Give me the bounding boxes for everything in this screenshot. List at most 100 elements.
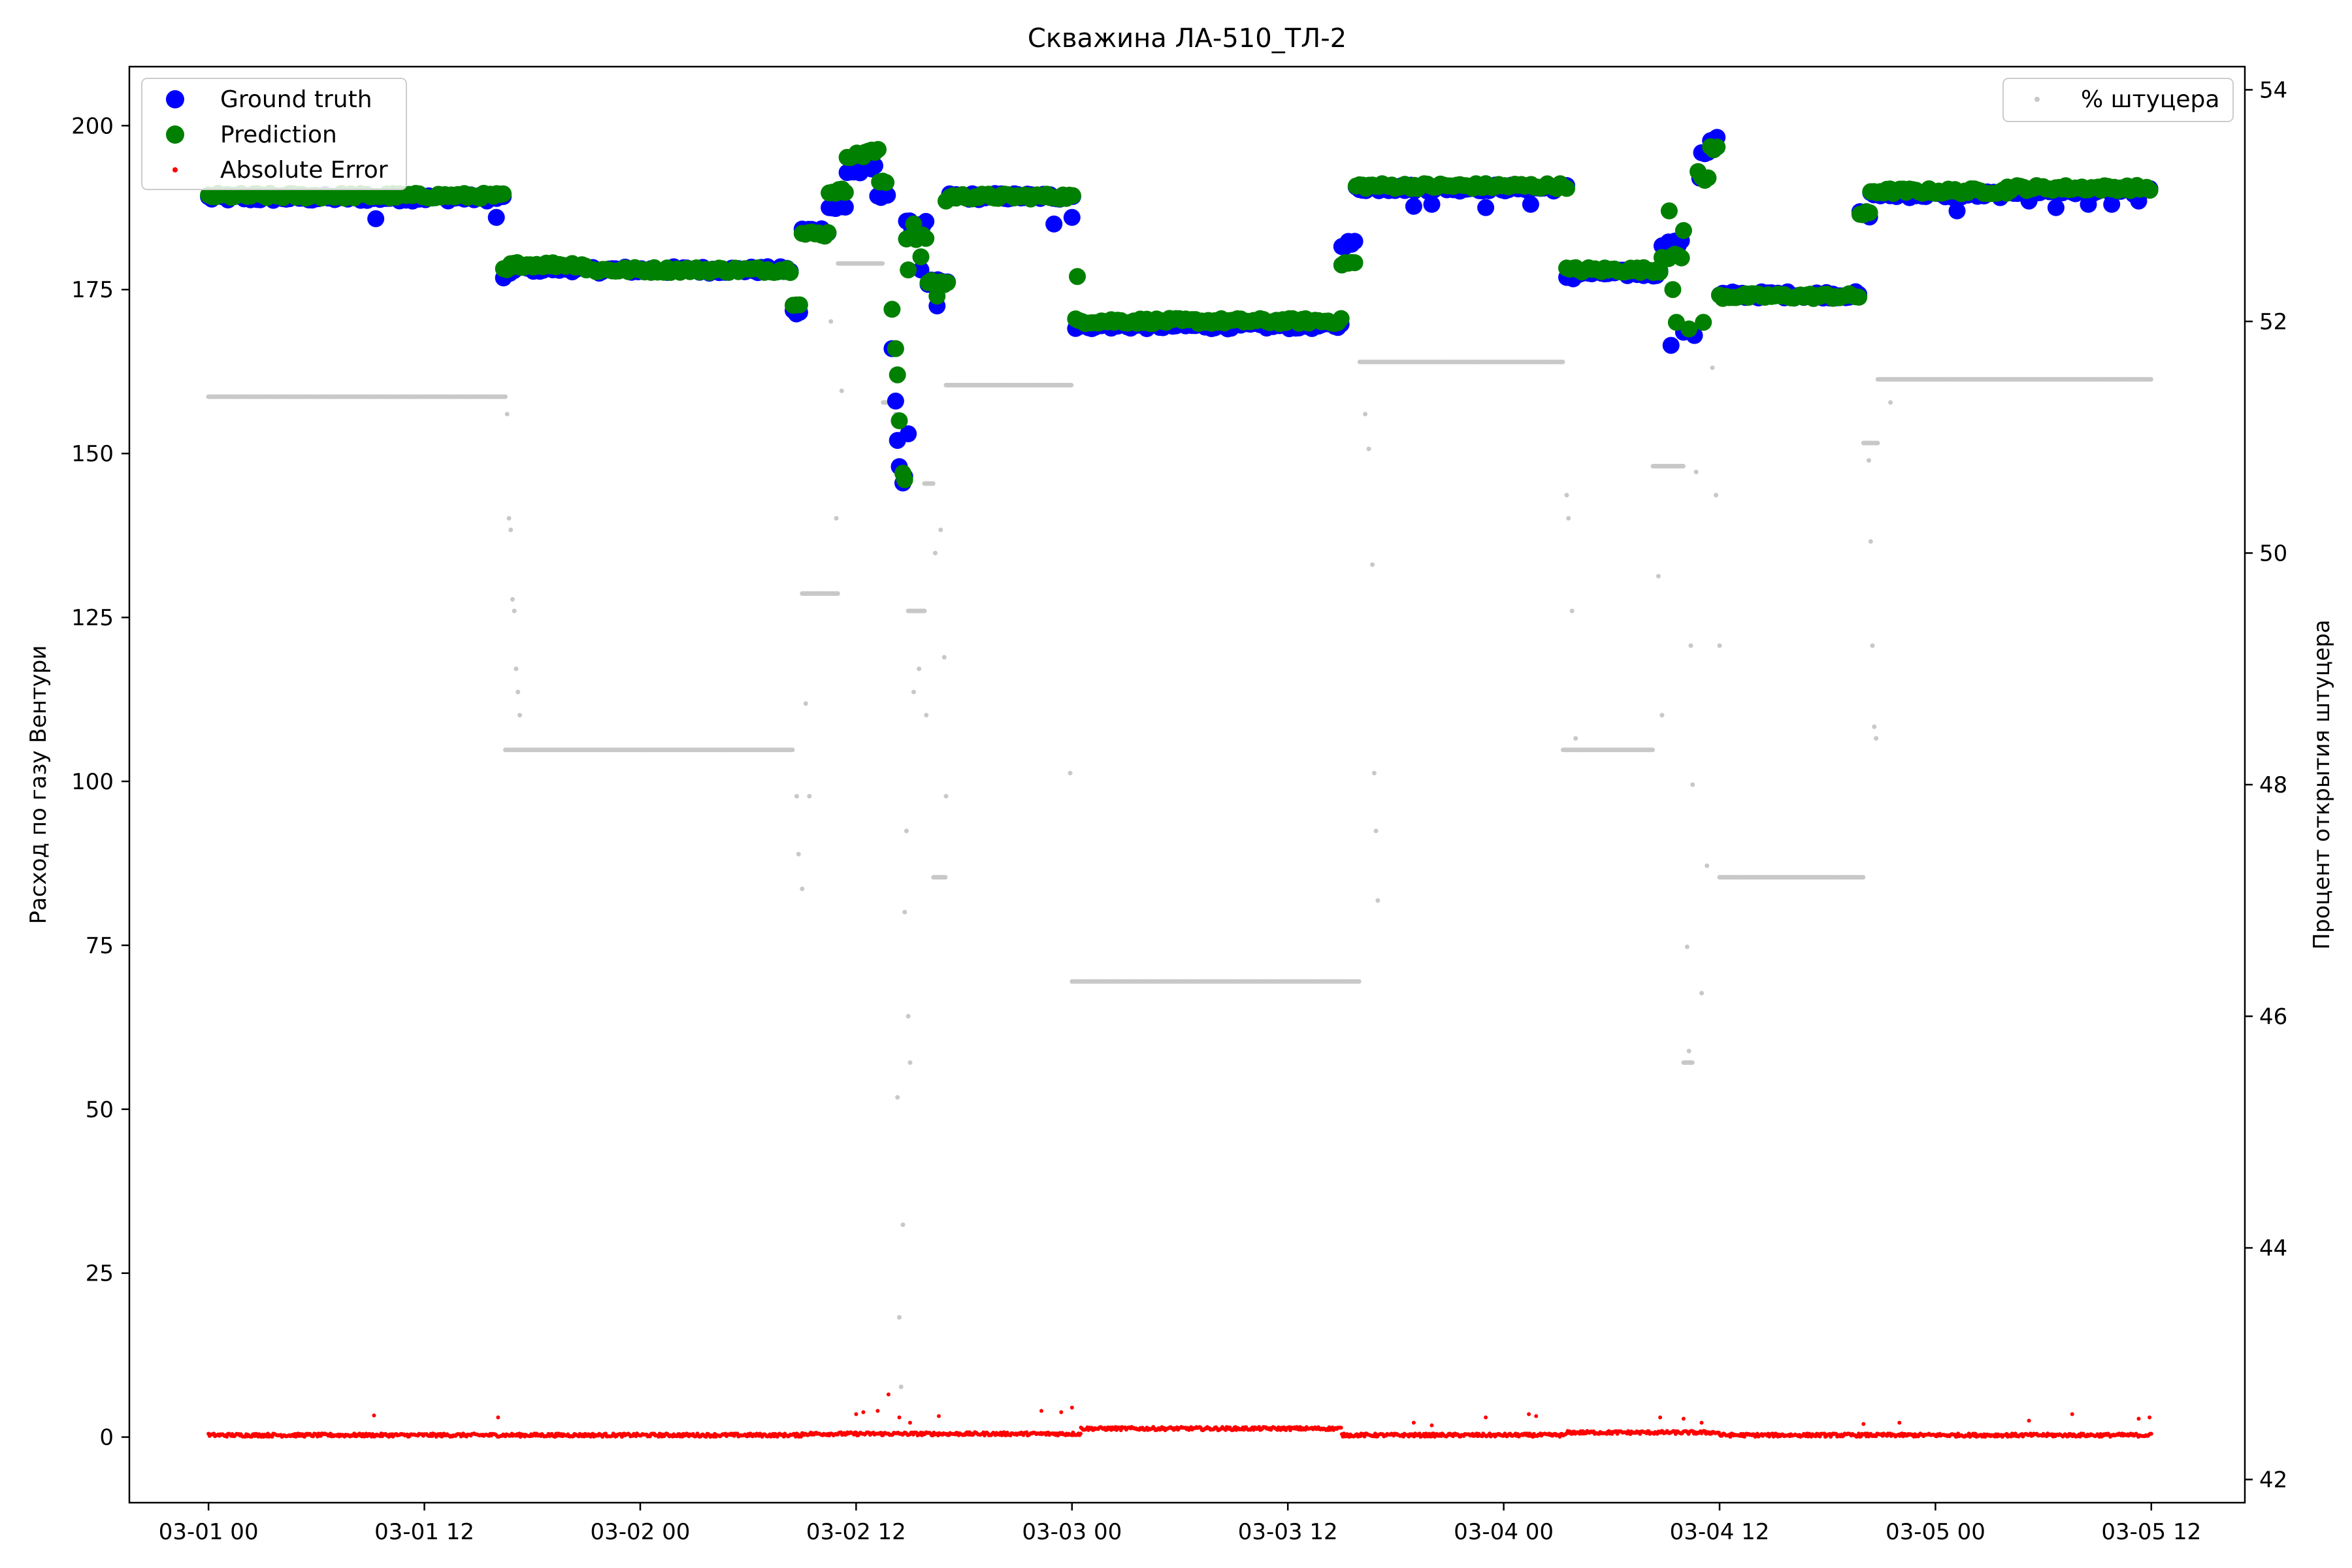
choke-marker <box>907 1060 913 1065</box>
choke-marker <box>1564 493 1569 498</box>
y-tick-label: 75 <box>86 933 114 959</box>
choke-marker <box>1888 400 1893 405</box>
prediction-marker <box>1558 180 1575 197</box>
abs-error-marker <box>1059 1410 1064 1414</box>
choke-marker <box>807 794 812 799</box>
prediction-marker <box>1708 139 1726 156</box>
prediction-marker <box>883 301 901 318</box>
series-prediction <box>200 138 2159 489</box>
prediction-marker <box>819 224 837 241</box>
choke-marker <box>1688 643 1693 648</box>
legend-left: Ground truth Prediction Absolute Error <box>141 78 407 190</box>
choke-marker <box>790 747 795 753</box>
abs-error-marker <box>937 1414 941 1418</box>
prediction-marker <box>836 184 854 201</box>
ground-truth-marker <box>1948 202 1966 220</box>
y-tick-label: 200 <box>71 113 114 139</box>
abs-error-marker <box>861 1410 866 1414</box>
choke-marker <box>902 909 907 915</box>
abs-error-marker <box>1861 1422 1866 1426</box>
x-tick-label: 03-02 12 <box>806 1519 906 1545</box>
legend-prediction-marker <box>166 125 184 144</box>
prediction-marker <box>887 340 904 357</box>
x-tick-label: 03-03 00 <box>1022 1519 1122 1545</box>
x-tick-label: 03-04 00 <box>1454 1519 1554 1545</box>
y-tick-label: 100 <box>71 769 114 795</box>
y-axis-right-label: Процент открытия штуцера <box>2309 619 2335 949</box>
abs-error-marker <box>2136 1416 2141 1421</box>
choke-marker <box>510 596 515 602</box>
choke-marker <box>1560 359 1565 365</box>
choke-marker <box>503 394 508 399</box>
prediction-marker <box>1673 249 1690 267</box>
choke-marker <box>794 794 799 799</box>
choke-marker <box>1650 747 1656 753</box>
abs-error-marker <box>704 1435 708 1439</box>
abs-error-marker <box>1257 1425 1262 1429</box>
abs-error-marker <box>1527 1412 1531 1416</box>
abs-error-marker <box>897 1415 902 1420</box>
legend-abs-error-label: Absolute Error <box>220 157 388 184</box>
choke-marker <box>938 527 943 532</box>
abs-error-marker <box>496 1415 500 1420</box>
legend-choke-marker <box>2034 97 2040 102</box>
prediction-marker <box>938 192 955 210</box>
y2-tick-label: 50 <box>2259 540 2287 566</box>
y-tick-label: 125 <box>71 605 114 631</box>
legend-ground-truth-label: Ground truth <box>220 86 372 113</box>
ground-truth-marker <box>487 208 505 226</box>
ground-truth-marker <box>836 199 854 216</box>
prediction-marker <box>877 174 895 191</box>
prediction-marker <box>1850 288 1868 306</box>
ground-truth-marker <box>2080 195 2097 213</box>
abs-error-marker <box>1223 1428 1228 1432</box>
choke-marker <box>1659 713 1665 718</box>
choke-marker <box>1684 944 1690 949</box>
legend-ground-truth-marker <box>166 90 184 108</box>
choke-marker <box>897 1315 902 1320</box>
y-axis-left-label: Расход по газу Вентури <box>25 645 52 924</box>
choke-marker <box>1375 898 1380 903</box>
choke-marker <box>834 515 839 521</box>
choke-marker <box>1690 1060 1695 1065</box>
abs-error-marker <box>372 1413 376 1418</box>
choke-marker <box>941 655 947 660</box>
ground-truth-marker <box>1045 215 1063 233</box>
prediction-marker <box>2141 182 2159 199</box>
choke-marker <box>1680 464 1686 468</box>
prediction-marker <box>928 287 946 305</box>
series-choke <box>206 261 2153 1390</box>
prediction-marker <box>1069 268 1086 286</box>
prediction-marker <box>1695 314 1712 331</box>
abs-error-marker <box>2027 1418 2031 1423</box>
choke-marker <box>933 551 938 555</box>
choke-marker <box>835 591 840 596</box>
y2-tick-label: 42 <box>2259 1467 2287 1494</box>
choke-marker <box>1710 365 1715 370</box>
choke-marker <box>1569 608 1575 613</box>
prediction-marker <box>1667 314 1685 331</box>
choke-marker <box>2148 377 2153 382</box>
choke-marker <box>796 851 801 857</box>
ground-truth-marker <box>1522 195 1539 213</box>
choke-marker <box>800 887 805 891</box>
y2-tick-label: 48 <box>2259 772 2287 798</box>
choke-marker <box>512 608 517 613</box>
choke-marker <box>906 1014 911 1019</box>
choke-marker <box>504 412 510 417</box>
choke-marker <box>508 527 514 532</box>
abs-error-marker <box>270 1435 274 1439</box>
abs-error-marker <box>854 1412 858 1416</box>
choke-marker <box>515 689 521 694</box>
prediction-marker <box>905 215 923 233</box>
ground-truth-marker <box>1477 199 1495 216</box>
series-abs-error <box>206 1392 2153 1439</box>
choke-marker <box>1068 770 1073 776</box>
prediction-marker <box>889 366 906 384</box>
prediction-marker <box>1651 263 1669 281</box>
choke-marker <box>1875 440 1880 446</box>
choke-marker <box>943 794 949 799</box>
choke-marker <box>517 713 522 718</box>
choke-marker <box>1870 643 1875 648</box>
